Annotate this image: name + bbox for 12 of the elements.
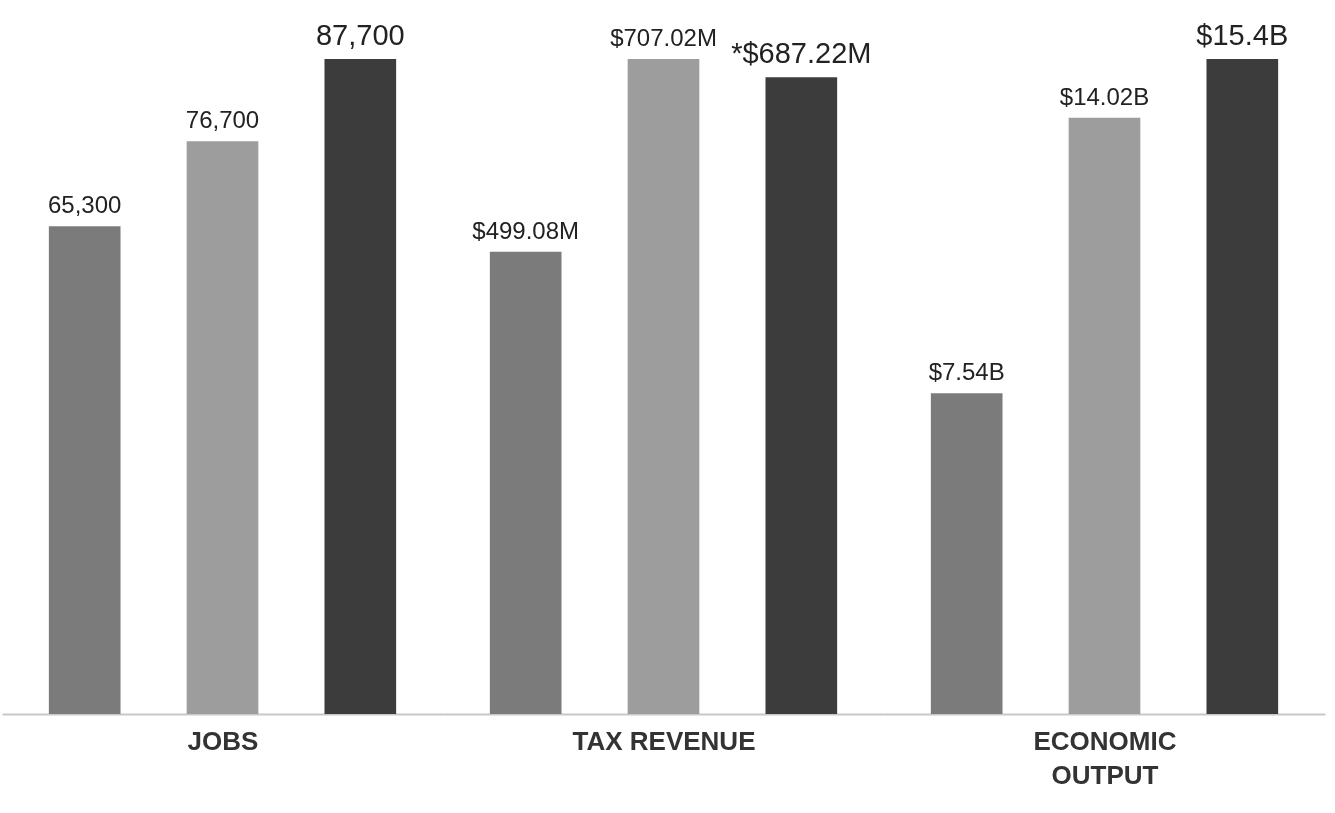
x-axis-title: ECONOMIC OUTPUT (1033, 725, 1177, 790)
x-axis-title: TAX REVENUE (572, 725, 756, 756)
data-label: $7.54B (928, 358, 1005, 386)
data-label: *$687.22M (731, 37, 872, 70)
data-label: 87,700 (315, 19, 405, 51)
x-axis-title: JOBS (187, 725, 259, 756)
data-label: 76,700 (185, 106, 260, 134)
data-label: $707.02M (610, 24, 717, 51)
data-label: $14.02B (1059, 82, 1150, 110)
data-label: $499.08M (472, 216, 580, 244)
data-label: 65,300 (47, 191, 122, 219)
data-label: $15.4B (1196, 19, 1289, 51)
